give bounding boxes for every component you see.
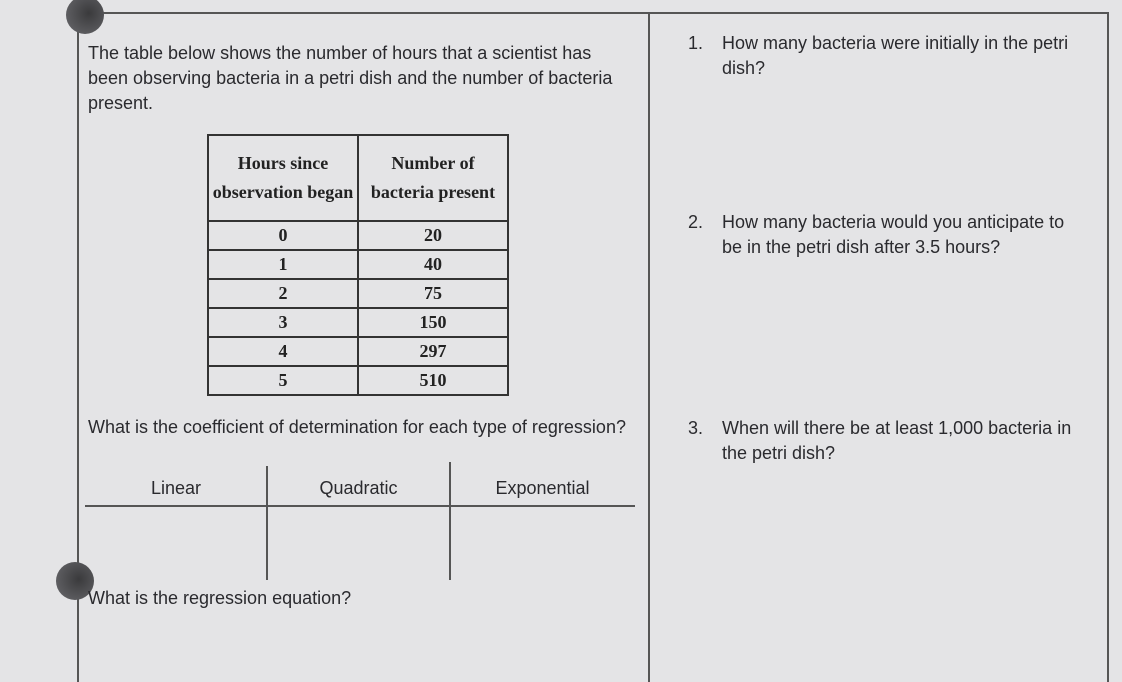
middle-rule (648, 12, 650, 682)
coefficient-question: What is the coefficient of determination… (88, 417, 626, 437)
equation-question: What is the regression equation? (88, 588, 352, 608)
table-cell: 510 (357, 365, 509, 396)
question-text: How many bacteria were initially in the … (722, 33, 1069, 78)
table-row: 2 75 (207, 278, 509, 309)
regression-header: Linear (150, 478, 202, 498)
table-cell: 5 (207, 365, 359, 396)
question-number: 2. (688, 212, 704, 232)
table-cell: 40 (357, 249, 509, 280)
question-text: When will there be at least 1,000 bacter… (722, 418, 1072, 463)
table-row: 4 297 (207, 336, 509, 367)
punch-hole (56, 562, 94, 600)
table-cell: 1 (207, 249, 359, 280)
intro-text: The table below shows the number of hour… (88, 43, 613, 113)
regression-header: Quadratic (319, 478, 398, 498)
table-cell: 20 (357, 220, 509, 251)
regression-rule (266, 466, 268, 580)
table-cell: 75 (357, 278, 509, 309)
top-rule (77, 12, 1108, 14)
table-row: 0 20 (207, 220, 509, 251)
table-row: 3 150 (207, 307, 509, 338)
data-table: Hours since observation began Number of … (207, 134, 509, 396)
punch-hole (66, 0, 104, 34)
table-cell: 150 (357, 307, 509, 338)
table-header: Number of bacteria present (357, 134, 509, 222)
table-cell: 2 (207, 278, 359, 309)
table-row: 5 510 (207, 365, 509, 396)
regression-header: Exponential (495, 478, 590, 498)
question-text: How many bacteria would you anticipate t… (722, 212, 1065, 257)
question-number: 3. (688, 418, 704, 438)
table-cell: 4 (207, 336, 359, 367)
regression-rule (85, 505, 635, 507)
table-cell: 297 (357, 336, 509, 367)
table-header: Hours since observation began (207, 134, 359, 222)
left-rule (77, 12, 79, 682)
table-cell: 3 (207, 307, 359, 338)
table-cell: 0 (207, 220, 359, 251)
right-rule (1107, 12, 1109, 682)
question-number: 1. (688, 33, 704, 53)
regression-rule (449, 462, 451, 580)
table-row: 1 40 (207, 249, 509, 280)
